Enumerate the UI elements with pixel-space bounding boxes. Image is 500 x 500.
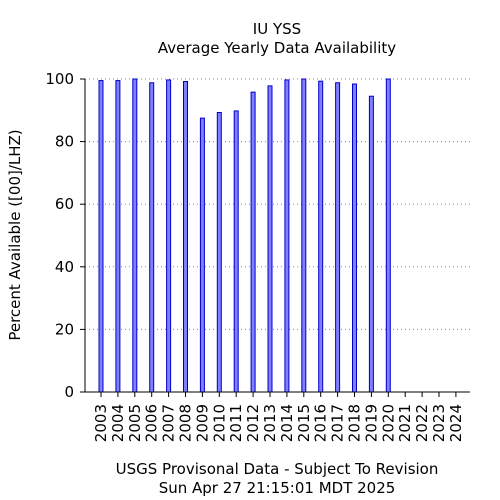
x-tick-label-2018: 2018	[346, 404, 364, 442]
gridlines	[85, 78, 470, 330]
x-tick-label-2006: 2006	[143, 404, 161, 442]
bar-2003	[98, 80, 104, 393]
bar-2008	[183, 81, 188, 393]
bar-2013	[267, 85, 273, 393]
x-tick-label-2017: 2017	[329, 404, 347, 442]
bar-2020	[385, 78, 391, 393]
x-tick-label-2008: 2008	[177, 404, 195, 442]
y-tick-label: 40	[55, 258, 74, 276]
y-tick-label: 0	[64, 383, 74, 401]
y-axis-label: Percent Available ([00]/LHZ)	[6, 129, 24, 340]
bar-2019	[368, 95, 374, 393]
x-tick-label-2014: 2014	[278, 404, 296, 442]
bar-2014	[284, 79, 290, 393]
bar-2011	[233, 110, 239, 393]
x-tick-label-2016: 2016	[312, 404, 330, 442]
y-tick-label: 60	[55, 195, 74, 213]
x-tick-label-2013: 2013	[261, 404, 279, 442]
bar-2016	[318, 80, 324, 393]
x-tick-label-2024: 2024	[447, 404, 465, 442]
bar-2010	[216, 111, 222, 393]
x-tick-label-2010: 2010	[210, 404, 228, 442]
bar-2012	[250, 91, 256, 393]
x-tick-label-2023: 2023	[430, 404, 448, 442]
bar-2009	[199, 117, 205, 393]
y-tick-label: 100	[45, 70, 74, 88]
bar-2004	[115, 80, 121, 393]
bar-2007	[166, 79, 172, 393]
x-tick-label-2011: 2011	[227, 404, 245, 442]
footer-line-1: USGS Provisonal Data - Subject To Revisi…	[116, 460, 439, 478]
chart-title: IU YSS	[253, 20, 301, 38]
x-tick-label-2009: 2009	[193, 404, 211, 442]
y-axis-ticks: 0 20 40 60 80 100	[45, 70, 85, 401]
y-tick-label: 80	[55, 133, 74, 151]
bar-2018	[352, 83, 357, 393]
x-tick-label-2019: 2019	[362, 404, 380, 442]
footer-line-2: Sun Apr 27 21:15:01 MDT 2025	[159, 479, 396, 497]
x-tick-label-2007: 2007	[160, 404, 178, 442]
bars	[98, 78, 391, 393]
x-tick-label-2015: 2015	[295, 404, 313, 442]
chart-subtitle: Average Yearly Data Availability	[158, 39, 396, 57]
x-tick-label-2005: 2005	[126, 404, 144, 442]
x-tick-label-2021: 2021	[396, 404, 414, 442]
x-tick-label-2020: 2020	[379, 404, 397, 442]
x-tick-label-2003: 2003	[92, 404, 110, 442]
x-tick-label-2022: 2022	[413, 404, 431, 442]
x-axis-ticks: 2003200420052006200720082009201020112012…	[92, 392, 465, 442]
bar-2017	[335, 82, 341, 393]
bar-2015	[301, 78, 307, 393]
y-tick-label: 20	[55, 320, 74, 338]
x-tick-label-2004: 2004	[109, 404, 127, 442]
bar-2006	[149, 82, 155, 393]
bar-2005	[132, 78, 138, 393]
x-tick-label-2012: 2012	[244, 404, 262, 442]
